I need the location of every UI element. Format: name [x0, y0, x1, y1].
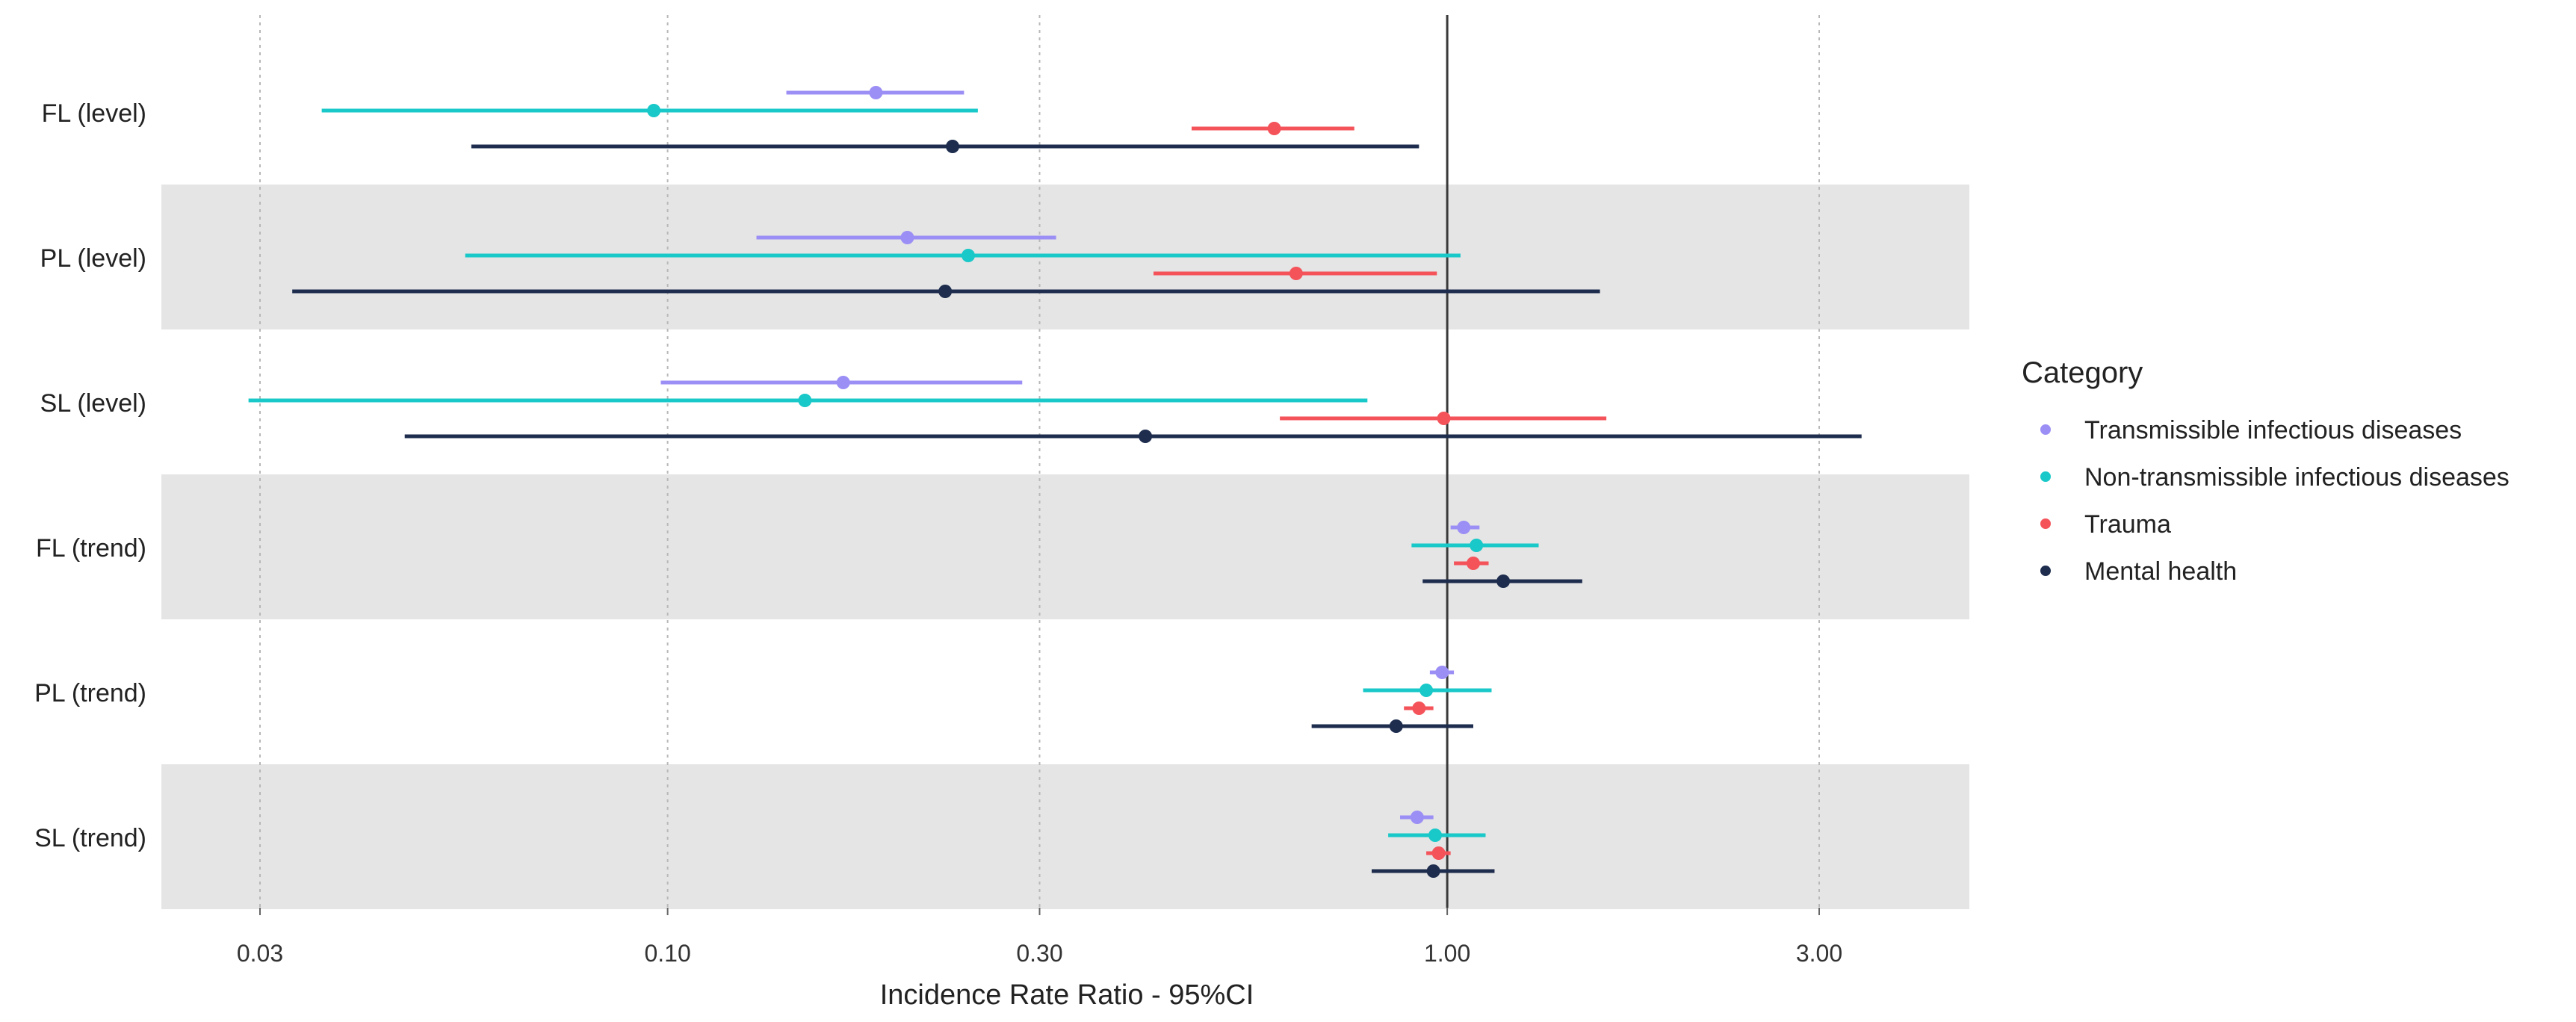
estimate-point: [1428, 829, 1442, 842]
series-marks: [248, 86, 1862, 878]
legend-items: Transmissible infectious diseases Non-tra…: [2040, 416, 2510, 586]
x-tick-label: 0.10: [644, 940, 690, 967]
row-label: PL (level): [40, 244, 146, 273]
x-tick-label: 1.00: [1424, 940, 1470, 967]
x-tick-label: 0.30: [1016, 940, 1062, 967]
estimate-point: [1419, 684, 1434, 697]
legend: Category Transmissible infectious diseas…: [2022, 356, 2510, 586]
legend-label: Non-transmissible infectious diseases: [2084, 463, 2510, 492]
x-axis-ticks: 0.03 0.10 0.30 1.00 3.00: [237, 908, 1842, 967]
row-label: FL (trend): [36, 534, 146, 563]
legend-item: Transmissible infectious diseases: [2040, 416, 2462, 445]
legend-label: Transmissible infectious diseases: [2084, 416, 2462, 445]
y-axis-labels: FL (level) PL (level) SL (level) FL (trend)…: [34, 99, 146, 852]
row-label: SL (trend): [34, 824, 146, 852]
estimate-point: [836, 376, 850, 389]
estimate-point: [938, 285, 953, 298]
estimate-point: [869, 86, 883, 99]
estimate-point: [1470, 539, 1484, 552]
estimate-point: [1431, 846, 1446, 860]
legend-swatch: [2040, 518, 2051, 529]
estimate-point: [1267, 122, 1281, 135]
row-bands: [161, 185, 1969, 909]
estimate-point: [1437, 412, 1451, 425]
legend-item: Non-transmissible infectious diseases: [2040, 463, 2510, 492]
estimate-point: [1496, 575, 1511, 588]
row-band: [161, 764, 1969, 909]
estimate-point: [1435, 666, 1449, 679]
estimate-point: [647, 104, 661, 117]
estimate-point: [1410, 811, 1424, 824]
estimate-point: [1139, 430, 1153, 443]
legend-swatch: [2040, 566, 2051, 576]
row-band: [161, 474, 1969, 619]
legend-swatch: [2040, 471, 2051, 482]
estimate-point: [1467, 557, 1481, 570]
legend-title: Category: [2022, 356, 2143, 389]
x-tick-label: 3.00: [1796, 940, 1842, 967]
estimate-point: [798, 394, 812, 407]
estimate-point: [962, 249, 976, 262]
legend-label: Mental health: [2084, 557, 2237, 586]
x-tick-label: 0.03: [237, 940, 283, 967]
estimate-point: [1412, 702, 1426, 715]
row-label: FL (level): [42, 99, 146, 128]
estimate-point: [1289, 267, 1303, 280]
row-label: PL (trend): [34, 679, 146, 707]
legend-swatch: [2040, 424, 2051, 435]
estimate-point: [946, 140, 960, 153]
estimate-point: [1426, 864, 1440, 878]
legend-item: Mental health: [2040, 557, 2237, 586]
legend-item: Trauma: [2040, 510, 2171, 539]
estimate-point: [1389, 719, 1403, 733]
legend-label: Trauma: [2084, 510, 2171, 539]
x-axis-title: Incidence Rate Ratio - 95%CI: [880, 979, 1254, 1011]
estimate-point: [1457, 521, 1471, 534]
row-label: SL (level): [40, 389, 146, 418]
estimate-point: [900, 231, 914, 244]
